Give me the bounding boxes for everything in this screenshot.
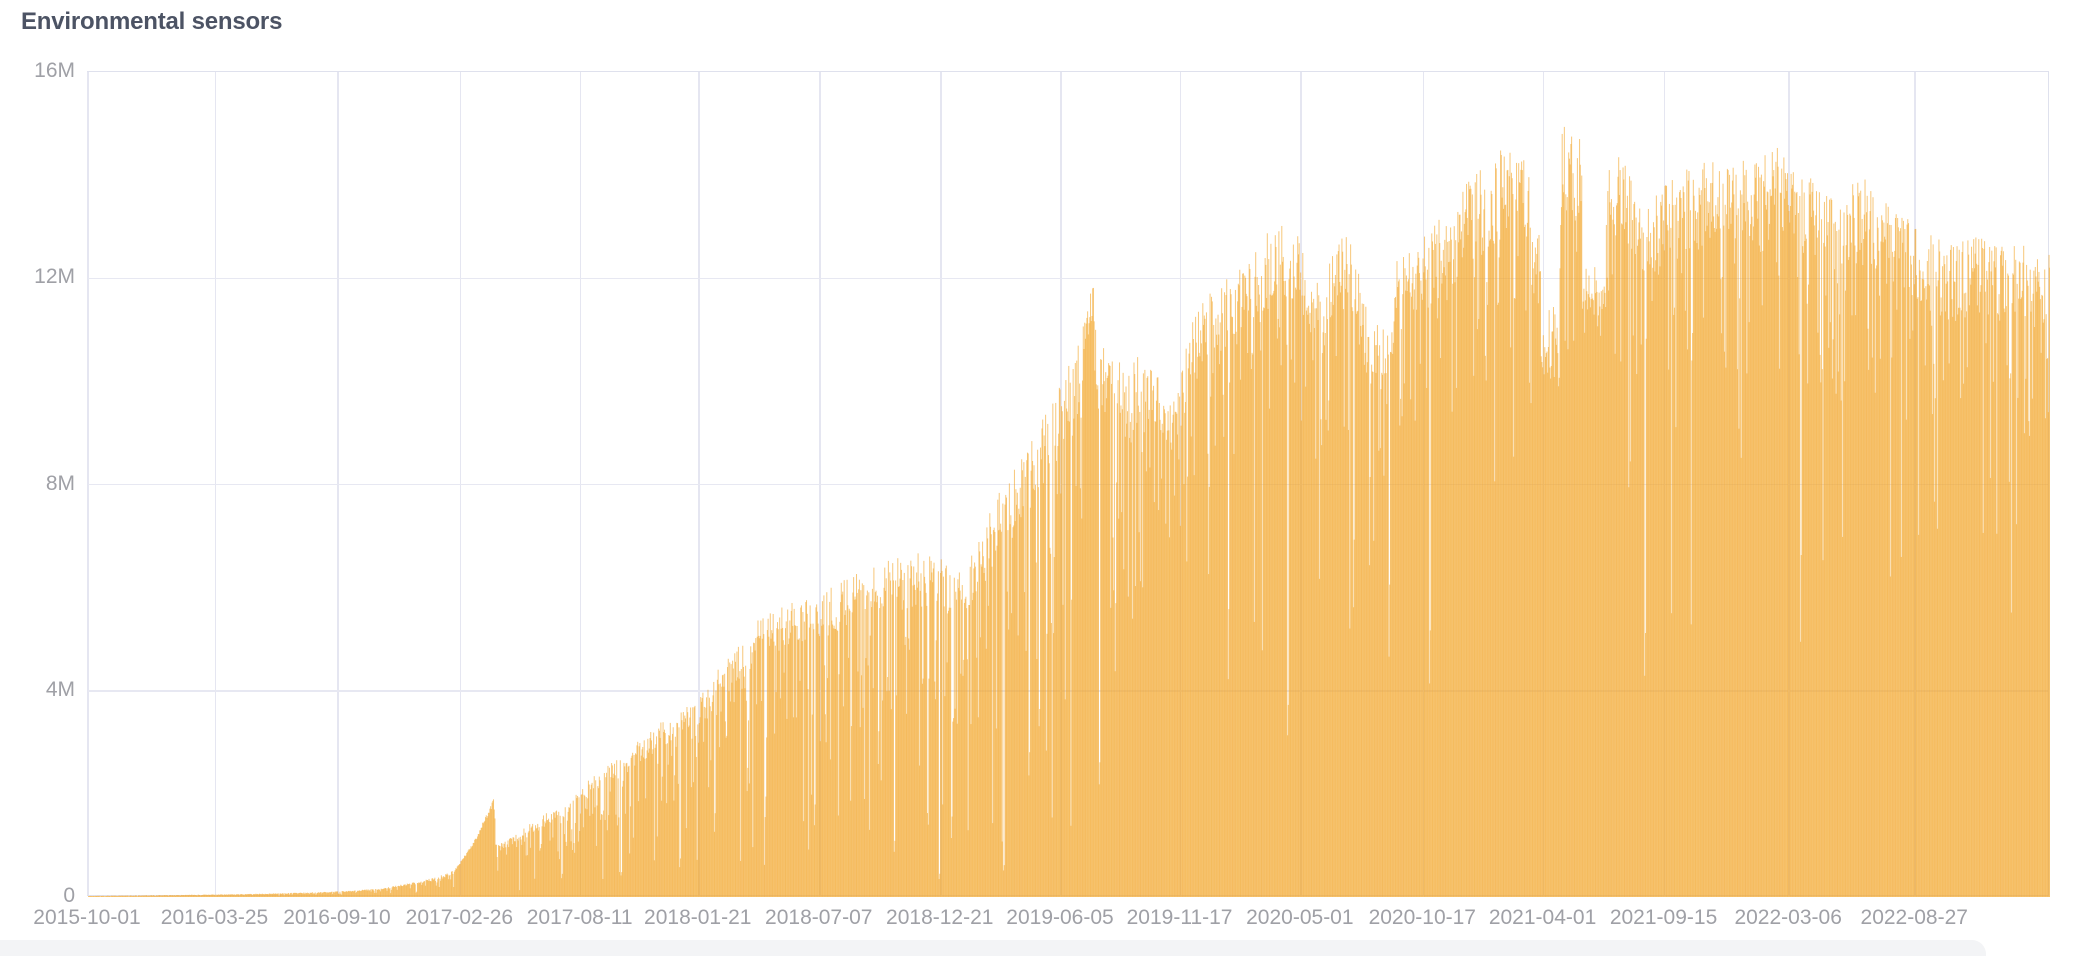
y-tick-label: 4M <box>45 677 75 701</box>
x-tick-label: 2017-08-11 <box>526 906 633 929</box>
y-tick-label: 8M <box>45 471 75 495</box>
x-tick-label: 2021-04-01 <box>1488 906 1597 929</box>
x-tick-label: 2017-02-26 <box>405 906 514 929</box>
panel-title: Environmental sensors <box>21 8 283 35</box>
x-tick-label: 2021-09-15 <box>1609 906 1718 929</box>
lower-panel-edge <box>0 940 1986 956</box>
x-tick-label: 2015-10-01 <box>33 906 141 929</box>
y-tick-label: 0 <box>63 884 75 907</box>
x-tick-label: 2019-11-17 <box>1126 906 1233 929</box>
x-tick-label: 2022-08-27 <box>1860 906 1968 929</box>
y-tick-label: 12M <box>34 265 75 289</box>
time-series-bars-canvas[interactable] <box>88 72 2050 897</box>
x-tick-label: 2019-06-05 <box>1006 906 1114 929</box>
x-tick-label: 2020-10-17 <box>1368 906 1476 929</box>
x-tick-label: 2020-05-01 <box>1246 906 1354 929</box>
x-tick-label: 2018-01-21 <box>644 906 752 929</box>
x-tick-label: 2018-07-07 <box>765 906 873 929</box>
y-tick-label: 16M <box>34 59 75 82</box>
x-tick-label: 2016-09-10 <box>283 906 391 929</box>
x-tick-label: 2016-03-25 <box>160 906 269 929</box>
chart-plot-area <box>87 71 2050 897</box>
x-tick-label: 2022-03-06 <box>1734 906 1842 929</box>
x-tick-label: 2018-12-21 <box>886 906 994 929</box>
